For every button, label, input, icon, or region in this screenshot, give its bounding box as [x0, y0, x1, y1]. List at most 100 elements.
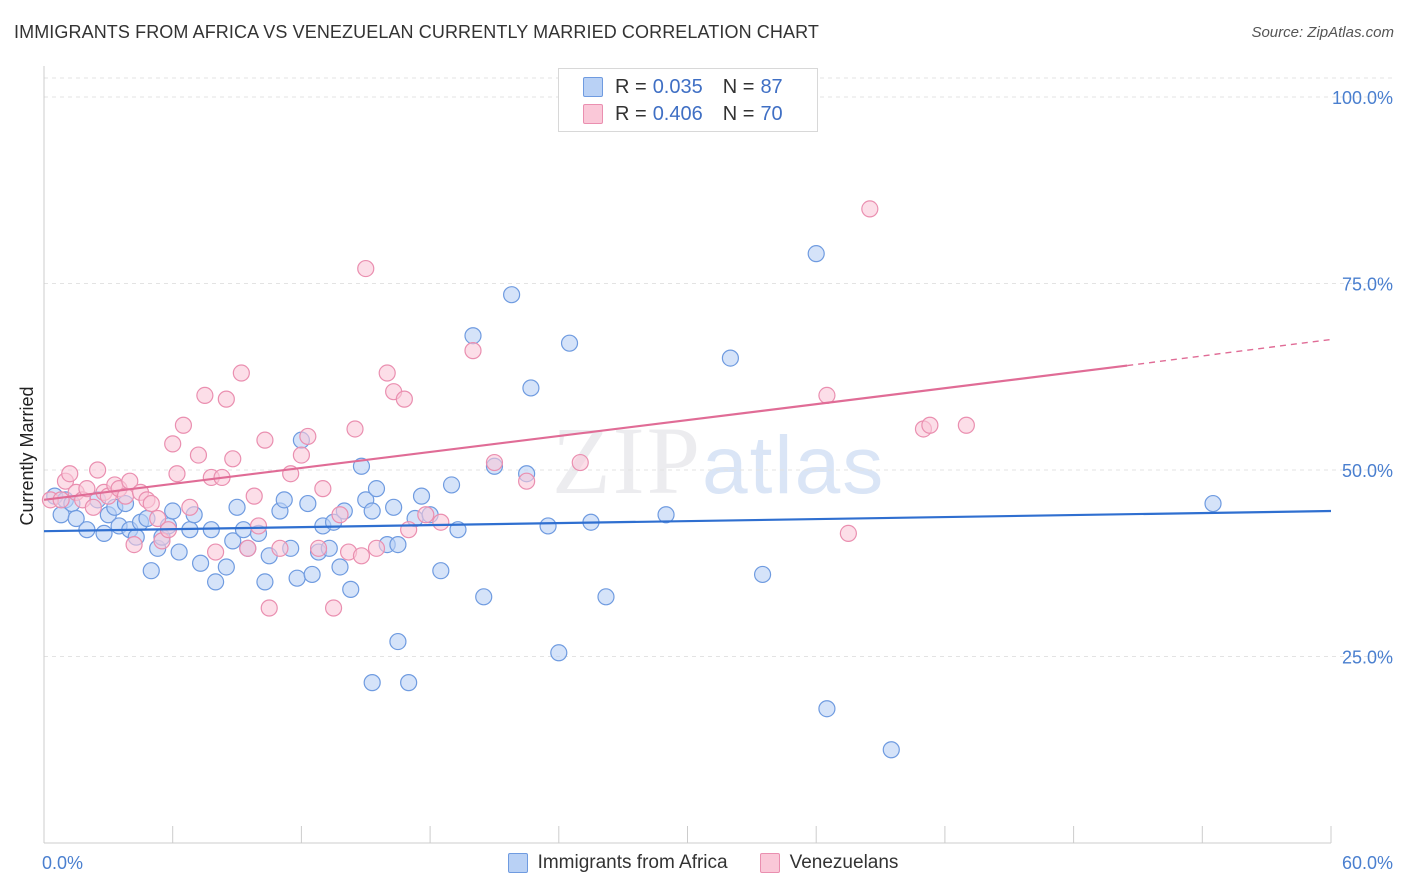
legend-label-venezuelans: Venezuelans: [789, 852, 899, 873]
point-venezuelans: [464, 342, 482, 360]
axes: [43, 66, 1332, 844]
point-venezuelans: [181, 498, 199, 516]
point-venezuelans: [309, 539, 328, 557]
point-venezuelans: [217, 390, 235, 408]
legend-swatch-africa: [583, 77, 603, 97]
point-venezuelans: [571, 453, 589, 472]
x-tick-label: 60.0%: [1342, 853, 1393, 873]
point-venezuelans: [164, 435, 182, 453]
y-tick-label: 100.0%: [1332, 88, 1393, 108]
point-venezuelans: [245, 487, 263, 505]
point-africa: [275, 491, 293, 509]
point-africa: [818, 700, 836, 718]
point-venezuelans: [52, 491, 70, 509]
point-africa: [1204, 494, 1222, 513]
point-venezuelans: [256, 431, 274, 449]
legend-label-africa: Immigrants from Africa: [537, 852, 728, 873]
point-venezuelans: [224, 450, 242, 468]
point-venezuelans: [61, 465, 79, 483]
point-venezuelans: [125, 535, 143, 554]
point-africa: [539, 517, 557, 535]
point-venezuelans: [260, 599, 278, 617]
point-venezuelans: [84, 498, 102, 516]
series-legend: Immigrants from Africa Venezuelans: [0, 852, 1406, 874]
point-africa: [597, 588, 615, 606]
point-venezuelans: [346, 420, 364, 438]
point-africa: [389, 632, 407, 651]
point-africa: [753, 565, 772, 584]
point-africa: [475, 588, 493, 606]
point-venezuelans: [324, 599, 343, 617]
trend-line-venezuelans-extension: [1127, 338, 1332, 367]
point-venezuelans: [207, 543, 225, 561]
trend-line-venezuelans: [43, 364, 1128, 501]
point-africa: [303, 565, 321, 584]
legend-r-label: R =: [615, 102, 647, 125]
point-africa: [299, 494, 317, 513]
point-africa: [142, 562, 160, 580]
point-africa: [164, 502, 182, 520]
point-africa: [234, 521, 253, 539]
point-venezuelans: [174, 416, 193, 434]
point-venezuelans: [299, 427, 317, 446]
point-venezuelans: [142, 494, 160, 513]
point-africa: [385, 498, 403, 516]
legend-n-label: N =: [722, 75, 755, 98]
point-venezuelans: [196, 386, 214, 404]
y-axis-label: Currently Married: [17, 386, 37, 525]
point-venezuelans: [189, 446, 208, 464]
point-venezuelans: [331, 506, 349, 524]
point-africa: [352, 457, 371, 475]
legend-item-venezuelans[interactable]: Venezuelans: [759, 852, 899, 874]
data-points: [41, 200, 1222, 759]
legend-n-value: 70: [760, 102, 783, 125]
legend-swatch-venezuelans: [759, 853, 780, 873]
point-africa: [721, 349, 740, 367]
point-africa: [191, 554, 210, 572]
point-africa: [432, 562, 450, 580]
point-africa: [550, 644, 568, 662]
point-venezuelans: [861, 200, 879, 218]
correlation-legend: R = 0.035 N = 87 R = 0.406 N = 70: [558, 68, 818, 132]
watermark-atlas: atlas: [702, 420, 886, 511]
point-africa: [228, 498, 246, 516]
point-africa: [400, 674, 418, 692]
trend-line-africa: [43, 509, 1332, 533]
point-africa: [288, 569, 306, 587]
point-africa: [170, 543, 188, 561]
point-venezuelans: [78, 480, 96, 498]
point-africa: [442, 476, 461, 494]
axis-labels: 25.0% 50.0% 75.0% 100.0% 0.0% 60.0% Currently …: [17, 88, 1393, 873]
point-venezuelans: [400, 521, 418, 539]
legend-item-africa[interactable]: Immigrants from Africa: [507, 852, 728, 874]
legend-row-africa: R = 0.035 N = 87: [583, 74, 783, 100]
point-venezuelans: [239, 539, 257, 557]
legend-r-label: R =: [615, 75, 647, 98]
point-africa: [522, 379, 540, 397]
point-venezuelans: [485, 453, 504, 472]
point-africa: [412, 487, 431, 505]
trend-lines: [43, 338, 1332, 533]
point-venezuelans: [518, 472, 536, 490]
point-africa: [657, 506, 675, 524]
point-africa: [367, 480, 386, 498]
point-venezuelans: [417, 506, 435, 524]
point-africa: [67, 509, 85, 528]
point-africa: [224, 532, 242, 550]
point-venezuelans: [149, 509, 167, 528]
y-tick-label: 50.0%: [1342, 461, 1393, 481]
x-tick-label: 0.0%: [42, 853, 83, 873]
legend-swatch-africa: [507, 853, 528, 873]
y-tick-label: 25.0%: [1342, 648, 1393, 668]
legend-swatch-venezuelans: [583, 104, 603, 124]
point-africa: [882, 741, 900, 759]
legend-r-value: 0.406: [652, 102, 703, 125]
point-venezuelans: [378, 364, 396, 382]
legend-n-label: N =: [722, 102, 755, 125]
point-africa: [389, 535, 407, 554]
point-africa: [217, 558, 235, 576]
point-africa: [342, 580, 360, 598]
point-africa: [207, 573, 225, 591]
legend-row-venezuelans: R = 0.406 N = 70: [583, 101, 783, 127]
